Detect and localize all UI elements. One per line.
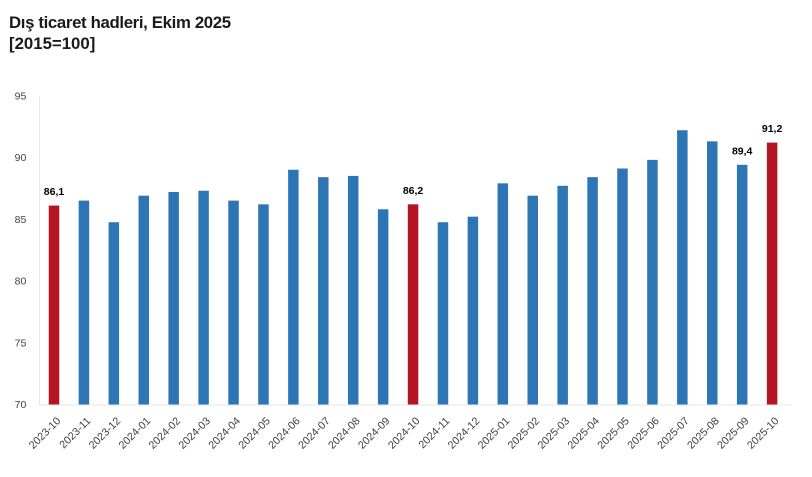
svg-text:80: 80 — [15, 276, 27, 288]
svg-text:86,1: 86,1 — [44, 186, 65, 198]
svg-text:85: 85 — [15, 214, 27, 226]
svg-text:90: 90 — [15, 152, 27, 164]
svg-text:75: 75 — [15, 337, 27, 349]
svg-text:86,2: 86,2 — [403, 185, 424, 197]
svg-text:91,2: 91,2 — [762, 123, 783, 135]
svg-text:95: 95 — [15, 90, 27, 102]
svg-text:70: 70 — [15, 399, 27, 411]
svg-text:89,4: 89,4 — [732, 145, 753, 157]
svg-text:[2015=100]: [2015=100] — [9, 34, 95, 53]
svg-text:Dış ticaret hadleri, Ekim 2025: Dış ticaret hadleri, Ekim 2025 — [9, 13, 231, 32]
